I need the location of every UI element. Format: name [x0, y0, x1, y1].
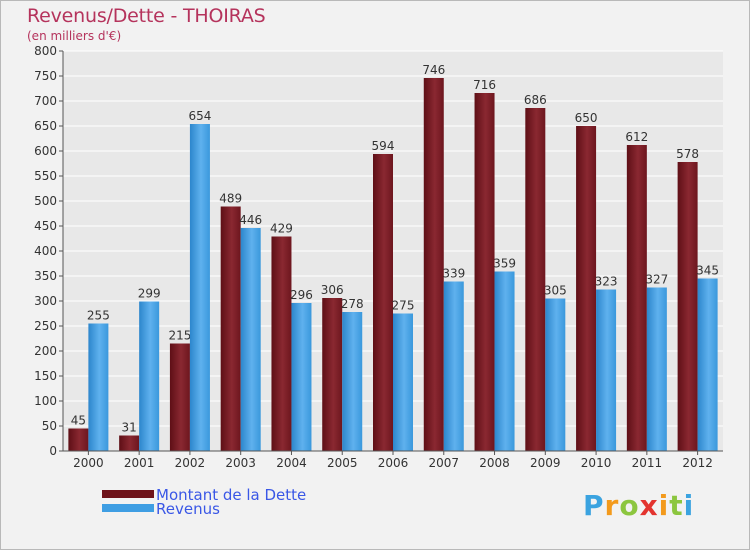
ytick-label-200: 200 — [34, 344, 57, 358]
value-label-revenus-2007: 339 — [442, 267, 465, 281]
bar-revenus-2010 — [596, 289, 617, 451]
bar-dette-2004 — [271, 236, 292, 451]
logo-letter: x — [639, 489, 659, 522]
bar-dette-2008 — [474, 93, 495, 451]
bar-revenus-2009 — [545, 298, 566, 451]
value-label-dette-2005: 306 — [321, 283, 344, 297]
value-label-dette-2008: 716 — [473, 78, 496, 92]
bar-revenus-2008 — [494, 271, 515, 451]
xtick-label-2006: 2006 — [378, 456, 409, 470]
xtick-label-2000: 2000 — [73, 456, 104, 470]
logo-letter: P — [583, 489, 605, 522]
bar-dette-2003 — [220, 206, 241, 451]
xtick-label-2001: 2001 — [124, 456, 155, 470]
xtick-label-2012: 2012 — [682, 456, 713, 470]
bar-dette-2006 — [373, 154, 393, 451]
bar-revenus-2012 — [697, 278, 718, 451]
ytick-label-550: 550 — [34, 169, 57, 183]
value-label-dette-2009: 686 — [524, 93, 547, 107]
legend-swatch-dette — [102, 490, 154, 498]
value-label-dette-2002: 215 — [168, 329, 191, 343]
bar-revenus-2005 — [342, 312, 363, 451]
xtick-label-2009: 2009 — [530, 456, 561, 470]
value-label-revenus-2005: 278 — [341, 297, 364, 311]
bar-dette-2002 — [169, 343, 190, 451]
bar-dette-2012 — [677, 162, 698, 451]
value-label-dette-2003: 489 — [219, 192, 242, 206]
bar-revenus-2001 — [139, 301, 160, 451]
value-label-dette-2011: 612 — [625, 130, 648, 144]
value-label-revenus-2003: 446 — [239, 213, 262, 227]
bar-revenus-2006 — [393, 313, 413, 451]
ytick-label-500: 500 — [34, 194, 57, 208]
legend-label-revenus: Revenus — [156, 500, 220, 518]
ytick-label-50: 50 — [42, 419, 57, 433]
value-label-revenus-2009: 305 — [544, 284, 567, 298]
ytick-label-700: 700 — [34, 94, 57, 108]
value-label-dette-2000: 45 — [71, 414, 86, 428]
ytick-label-0: 0 — [49, 444, 57, 458]
value-label-revenus-2001: 299 — [138, 287, 161, 301]
bar-dette-2005 — [322, 298, 343, 451]
logo-letter: t — [669, 489, 684, 522]
value-label-dette-2007: 746 — [422, 63, 445, 77]
value-label-revenus-2008: 359 — [493, 257, 516, 271]
chart-title: Revenus/Dette - THOIRAS — [27, 5, 266, 27]
xtick-label-2004: 2004 — [276, 456, 307, 470]
ytick-label-350: 350 — [34, 269, 57, 283]
bar-revenus-2011 — [646, 287, 667, 451]
ytick-label-450: 450 — [34, 219, 57, 233]
bar-revenus-2007 — [443, 281, 464, 451]
value-label-revenus-2011: 327 — [645, 273, 668, 287]
logo-letter: i — [683, 489, 695, 522]
bar-dette-2007 — [423, 78, 444, 451]
ytick-label-400: 400 — [34, 244, 57, 258]
xtick-label-2003: 2003 — [225, 456, 256, 470]
value-label-revenus-2004: 296 — [290, 288, 313, 302]
value-label-revenus-2002: 654 — [188, 109, 211, 123]
chart-subtitle: (en milliers d'€) — [27, 29, 122, 43]
bar-dette-2009 — [525, 108, 546, 451]
value-label-revenus-2006: 275 — [392, 299, 415, 313]
bar-dette-2000 — [68, 428, 89, 451]
ytick-label-600: 600 — [34, 144, 57, 158]
logo-letter: i — [658, 489, 670, 522]
ytick-label-250: 250 — [34, 319, 57, 333]
ytick-label-300: 300 — [34, 294, 57, 308]
legend-swatch-revenus — [102, 504, 154, 512]
logo-letter: o — [619, 489, 640, 522]
ytick-label-750: 750 — [34, 69, 57, 83]
value-label-revenus-2012: 345 — [696, 264, 719, 278]
value-label-dette-2012: 578 — [676, 147, 699, 161]
bar-revenus-2004 — [291, 303, 312, 451]
legend-label-dette: Montant de la Dette — [156, 486, 307, 504]
bar-revenus-2002 — [189, 124, 210, 451]
ytick-label-150: 150 — [34, 369, 57, 383]
ytick-label-650: 650 — [34, 119, 57, 133]
ytick-label-100: 100 — [34, 394, 57, 408]
value-label-dette-2001: 31 — [122, 421, 137, 435]
xtick-label-2002: 2002 — [175, 456, 206, 470]
value-label-revenus-2000: 255 — [87, 309, 110, 323]
bar-dette-2001 — [119, 435, 140, 451]
value-label-dette-2004: 429 — [270, 222, 293, 236]
proxiti-logo: Proxiti — [583, 489, 694, 522]
bar-dette-2010 — [576, 126, 597, 451]
xtick-label-2010: 2010 — [581, 456, 612, 470]
xtick-label-2011: 2011 — [632, 456, 663, 470]
bar-dette-2011 — [626, 145, 647, 451]
xtick-label-2007: 2007 — [428, 456, 459, 470]
logo-letter: r — [604, 489, 620, 522]
value-label-revenus-2010: 323 — [595, 275, 618, 289]
value-label-dette-2006: 594 — [372, 139, 395, 153]
bar-revenus-2003 — [240, 228, 261, 451]
bar-revenus-2000 — [88, 323, 109, 451]
value-label-dette-2010: 650 — [575, 111, 598, 125]
xtick-label-2008: 2008 — [479, 456, 510, 470]
ytick-label-800: 800 — [34, 44, 57, 58]
xtick-label-2005: 2005 — [327, 456, 358, 470]
